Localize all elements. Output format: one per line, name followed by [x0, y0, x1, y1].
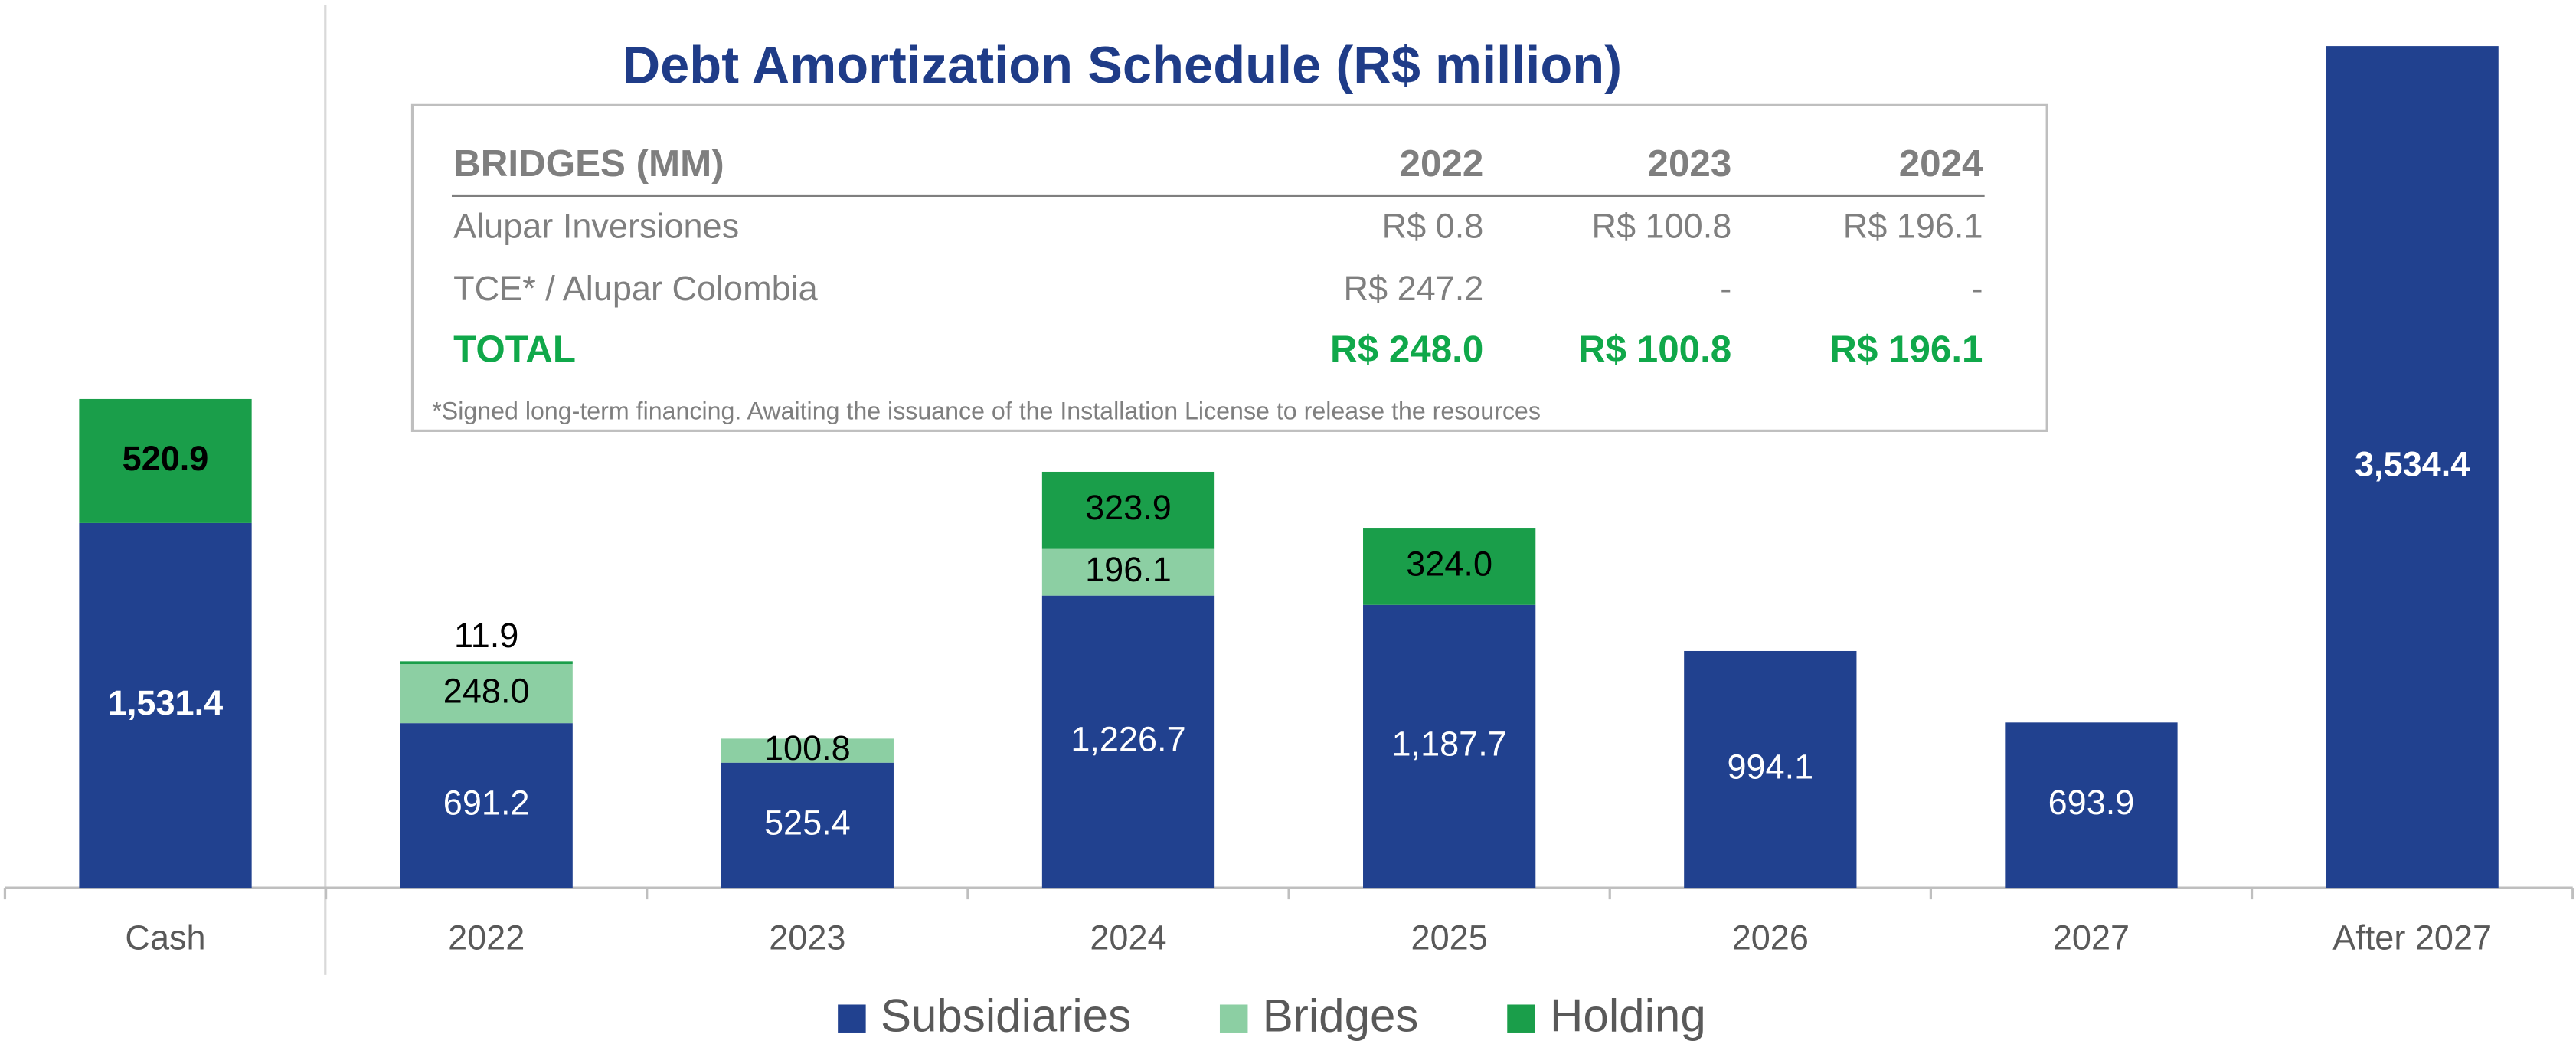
- bar-segment: [2326, 46, 2499, 889]
- bar-segment: [79, 522, 252, 889]
- data-label: 11.9: [454, 616, 518, 655]
- bar-segment: [721, 738, 894, 763]
- bar-segment: [1041, 548, 1215, 596]
- table-header: 2022: [1400, 142, 1484, 185]
- table-footnote: *Signed long-term financing. Awaiting th…: [432, 397, 1541, 424]
- bar-segment: [1363, 604, 1536, 889]
- bar-segment: [1684, 650, 1857, 889]
- data-label: 100.8: [764, 728, 851, 767]
- table-cell: R$ 196.1: [1843, 206, 1983, 245]
- data-label: 693.9: [2048, 783, 2135, 822]
- data-label: 248.0: [443, 672, 530, 711]
- bar-segment: [400, 661, 573, 665]
- data-label: 1,187.7: [1392, 724, 1507, 763]
- table-cell: R$ 247.2: [1344, 269, 1484, 308]
- table-cell: TCE* / Alupar Colombia: [453, 269, 819, 308]
- legend-swatch: [1507, 1004, 1535, 1033]
- legend-label: Holding: [1550, 990, 1706, 1042]
- table-cell: R$ 0.8: [1382, 206, 1484, 245]
- bar-segment: [2005, 722, 2178, 889]
- table-total: R$ 100.8: [1578, 328, 1731, 370]
- table-total: R$ 196.1: [1829, 328, 1983, 370]
- legend-label: Bridges: [1263, 990, 1419, 1042]
- chart-title: Debt Amortization Schedule (R$ million): [623, 35, 1622, 94]
- table-header: 2023: [1648, 142, 1732, 185]
- x-tick-label: 2023: [769, 918, 845, 957]
- x-tick-label: 2024: [1090, 918, 1166, 957]
- table-header: 2024: [1899, 142, 1983, 185]
- table-total: TOTAL: [453, 328, 576, 370]
- x-tick-label: 2026: [1732, 918, 1809, 957]
- table-header: BRIDGES (MM): [453, 142, 724, 185]
- data-label: 324.0: [1406, 544, 1492, 583]
- bar-segment: [1041, 595, 1215, 889]
- legend-swatch: [838, 1004, 866, 1033]
- table-total: R$ 248.0: [1330, 328, 1483, 370]
- bar-segment: [1363, 528, 1536, 605]
- data-label: 691.2: [443, 784, 530, 823]
- legend-swatch: [1219, 1004, 1248, 1033]
- table-cell: Alupar Inversiones: [453, 206, 739, 245]
- bar-segment: [1041, 471, 1215, 549]
- data-label: 520.9: [123, 439, 209, 478]
- table-cell: -: [1720, 269, 1731, 308]
- x-tick-label: 2025: [1411, 918, 1488, 957]
- bar-segment: [79, 398, 252, 523]
- data-label: 994.1: [1727, 747, 1813, 786]
- x-tick-label: 2027: [2053, 918, 2130, 957]
- data-label: 3,534.4: [2355, 444, 2470, 483]
- x-tick-label: 2022: [448, 918, 525, 957]
- table-box: [410, 103, 2048, 432]
- legend-label: Subsidiaries: [881, 990, 1131, 1042]
- data-label: 525.4: [764, 803, 851, 842]
- bar-segment: [400, 664, 573, 724]
- table-cell: -: [1971, 269, 1983, 308]
- data-label: 1,531.4: [108, 683, 223, 722]
- data-label: 323.9: [1085, 488, 1172, 527]
- x-tick-label: After 2027: [2332, 918, 2492, 957]
- data-label: 1,226.7: [1071, 719, 1185, 758]
- bar-segment: [721, 762, 894, 889]
- data-label: 196.1: [1085, 550, 1172, 589]
- table-cell: R$ 100.8: [1591, 206, 1731, 245]
- bar-segment: [400, 723, 573, 889]
- x-tick-label: Cash: [125, 918, 205, 957]
